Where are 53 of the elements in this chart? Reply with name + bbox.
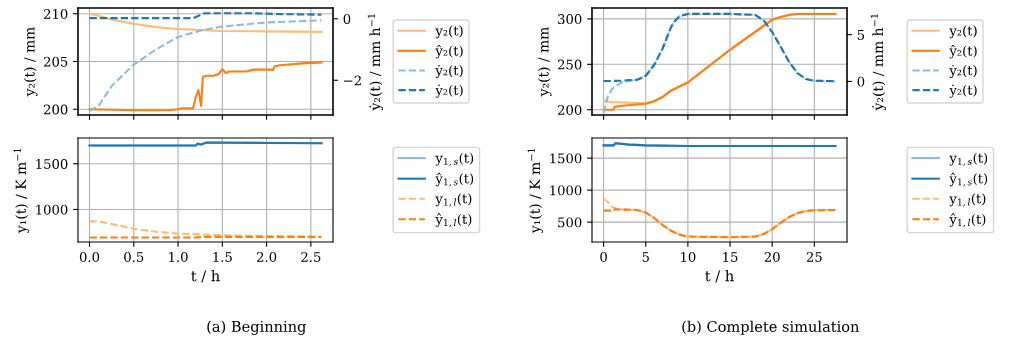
x-tick-label: 25: [806, 251, 822, 262]
y-tick-label: 500: [558, 217, 582, 228]
x-tick-label: 2.5: [301, 251, 321, 262]
legend-label: ŷ$_{1,l}$(t): [949, 213, 986, 228]
legend-label: y₂(t): [949, 25, 977, 39]
y2-axis-title: ẏ₂(t) / mm h$^{−1}$: [870, 14, 887, 111]
legend-label: y₂(t): [435, 25, 463, 39]
y2-tick-label: 0: [343, 13, 351, 24]
legend-label: ẏ₂(t): [949, 64, 977, 79]
y-axis-title: y₁(t) / K m$^{−1}$: [527, 148, 543, 234]
x-tick-label: 0.0: [79, 251, 100, 262]
text: ŷ$_{1,s}$(t): [949, 172, 988, 187]
text: y$_{1,s}$(t): [435, 152, 474, 166]
y-tick-label: 210: [43, 8, 68, 19]
y2-axis-title: ẏ₂(t) / mm h$^{−1}$: [367, 14, 384, 111]
x-axis-title: t / h: [191, 270, 220, 283]
x-tick-label: 1.0: [169, 251, 188, 262]
y-tick-label: 1500: [550, 153, 582, 164]
y-axis-title: y₂(t) / mm: [23, 27, 38, 97]
y-tick-label: 1000: [36, 204, 68, 215]
x-tick-label: 10: [681, 251, 696, 262]
x-axis-title: t / h: [705, 270, 734, 283]
x-tick-label: 5: [642, 252, 649, 262]
text: y$_{1,s}$(t): [949, 152, 988, 166]
y-tick-label: 200: [557, 104, 582, 115]
text: (b) Complete simulation: [682, 320, 860, 335]
x-tick-label: 2.0: [257, 251, 277, 262]
y-axis-title: y₂(t) / mm: [537, 27, 552, 97]
y-tick-label: 1500: [36, 158, 68, 169]
legend-label: ŷ₂(t): [949, 44, 977, 59]
y-tick-label: 250: [557, 59, 582, 70]
legend-label: ẏ₂(t): [435, 64, 463, 79]
x-tick-label: 15: [723, 251, 738, 262]
y-tick-label: 205: [43, 56, 68, 67]
text: (a) Beginning: [207, 320, 306, 335]
text: y$_{1,l}$(t): [949, 193, 986, 207]
legend-label: ŷ$_{1,l}$(t): [435, 213, 472, 228]
legend-label: ŷ₂(t): [435, 44, 463, 59]
x-tick-label: 1.5: [213, 251, 232, 262]
y-tick-label: 300: [558, 14, 582, 25]
text: y$_{1,l}$(t): [435, 193, 472, 207]
x-tick-label: 0.5: [124, 251, 144, 262]
y-tick-label: 1000: [550, 185, 582, 196]
legend-label: ẏ₂(t): [949, 84, 977, 98]
y-tick-label: 200: [43, 104, 68, 115]
y2-tick-label: −2: [344, 75, 361, 86]
y2-tick-label: 0: [857, 76, 865, 87]
y2-tick-label: 5: [857, 30, 865, 40]
legend-label: ẏ₂(t): [435, 84, 463, 98]
text: ŷ$_{1,s}$(t): [435, 172, 474, 187]
x-tick-label: 0: [600, 251, 607, 262]
x-tick-label: 20: [764, 251, 780, 262]
y-axis-title: y₁(t) / K m$^{−1}$: [13, 148, 29, 234]
